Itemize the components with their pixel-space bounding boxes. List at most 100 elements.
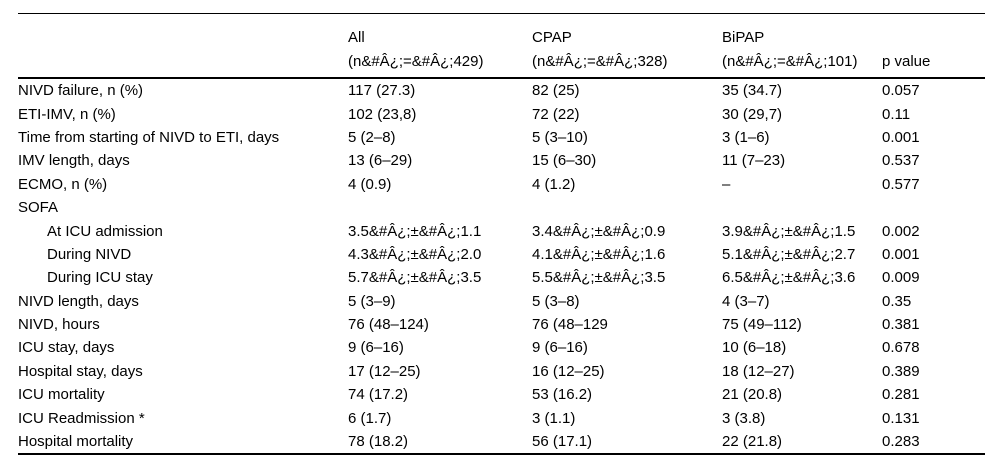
cell-p-value: 0.281	[882, 386, 920, 404]
header-empty-cell	[18, 14, 348, 47]
cell-all: 76 (48–124)	[348, 316, 429, 334]
cell-bipap: 22 (21.8)	[722, 429, 882, 456]
row-label: IMV length, days	[18, 152, 130, 170]
cell-cpap: 5.5&#Â¿;±&#Â¿;3.5	[532, 269, 666, 287]
table-row: NIVD length, days 5 (3–9) 5 (3–8) 4 (3–7…	[18, 290, 985, 313]
cell-cpap: 5 (3–10)	[532, 128, 588, 146]
cell-p-value: 0.283	[882, 429, 985, 456]
cell-all: 3.5&#Â¿;±&#Â¿;1.1	[348, 222, 482, 240]
col-header-cpap: CPAP	[532, 29, 572, 46]
cell-all: 13 (6–29)	[348, 152, 413, 170]
cell-bipap: 6.5&#Â¿;±&#Â¿;3.6	[722, 269, 856, 287]
cell-p-value: 0.537	[882, 152, 920, 170]
cell-p-value: 0.35	[882, 292, 912, 310]
cell-all: 4.3&#Â¿;±&#Â¿;2.0	[348, 245, 482, 263]
cell-bipap: 3.9&#Â¿;±&#Â¿;1.5	[722, 222, 856, 240]
table-row: Hospital mortality 78 (18.2) 56 (17.1) 2…	[18, 429, 985, 456]
row-label: At ICU admission	[47, 222, 163, 240]
cell-cpap: 82 (25)	[532, 82, 580, 100]
cell-bipap: 30 (29,7)	[722, 105, 783, 123]
row-label: SOFA	[18, 199, 59, 217]
cell-p-value: 0.381	[882, 316, 920, 334]
cell-cpap: 72 (22)	[532, 105, 580, 123]
cell-bipap: 35 (34.7)	[722, 82, 783, 100]
col-header-bipap: BiPAP	[722, 29, 765, 46]
cell-cpap: 9 (6–16)	[532, 339, 588, 357]
row-label: NIVD, hours	[18, 316, 100, 334]
cell-bipap: –	[722, 175, 731, 193]
col-subheader-all-n: (n&#Â¿;=&#Â¿;429)	[348, 46, 532, 79]
cell-p-value: 0.057	[882, 82, 920, 100]
table-body: NIVD failure, n (%) 117 (27.3) 82 (25) 3…	[18, 78, 985, 456]
cell-all: 5.7&#Â¿;±&#Â¿;3.5	[348, 269, 482, 287]
cell-bipap: 21 (20.8)	[722, 386, 783, 404]
cell-p-value: 0.678	[882, 339, 920, 357]
cell-all: 78 (18.2)	[348, 429, 532, 456]
cell-bipap: 4 (3–7)	[722, 292, 770, 310]
cell-p-value: 0.001	[882, 128, 920, 146]
cell-all	[348, 196, 532, 219]
cell-all: 117 (27.3)	[348, 82, 416, 100]
cell-bipap: 3 (3.8)	[722, 409, 766, 427]
cell-bipap: 11 (7–23)	[722, 152, 786, 170]
header-group-row: All CPAP BiPAP	[18, 14, 985, 47]
cell-all: 6 (1.7)	[348, 409, 392, 427]
cell-all: 5 (3–9)	[348, 292, 396, 310]
cell-all: 4 (0.9)	[348, 175, 392, 193]
row-label: During NIVD	[47, 245, 132, 263]
outcomes-table: All CPAP BiPAP (n&#Â¿;=&#Â¿;429) (n&#Â¿;…	[18, 13, 985, 456]
table-header: All CPAP BiPAP (n&#Â¿;=&#Â¿;429) (n&#Â¿;…	[18, 14, 985, 79]
cell-bipap: 5.1&#Â¿;±&#Â¿;2.7	[722, 245, 856, 263]
cell-bipap	[722, 196, 882, 219]
table-row: ICU stay, days 9 (6–16) 9 (6–16) 10 (6–1…	[18, 336, 985, 359]
col-header-p-value: p value	[882, 46, 985, 79]
row-label: NIVD failure, n (%)	[18, 82, 144, 100]
cell-cpap: 76 (48–129	[532, 316, 608, 334]
cell-cpap: 5 (3–8)	[532, 292, 580, 310]
table-row: NIVD, hours 76 (48–124) 76 (48–129 75 (4…	[18, 313, 985, 336]
cell-cpap: 16 (12–25)	[532, 362, 605, 380]
table-row: ECMO, n (%) 4 (0.9) 4 (1.2) – 0.577	[18, 173, 985, 196]
row-label: ICU Readmission *	[18, 409, 145, 427]
cell-cpap: 3 (1.1)	[532, 409, 576, 427]
row-label: ICU mortality	[18, 386, 105, 404]
cell-p-value: 0.002	[882, 222, 920, 240]
cell-all: 17 (12–25)	[348, 362, 421, 380]
col-subheader-cpap-n: (n&#Â¿;=&#Â¿;328)	[532, 46, 722, 79]
cell-bipap: 3 (1–6)	[722, 128, 770, 146]
row-label: ICU stay, days	[18, 339, 115, 357]
cell-all: 74 (17.2)	[348, 386, 409, 404]
header-sub-row: (n&#Â¿;=&#Â¿;429) (n&#Â¿;=&#Â¿;328) (n&#…	[18, 46, 985, 79]
table-row: At ICU admission 3.5&#Â¿;±&#Â¿;1.1 3.4&#…	[18, 219, 985, 242]
table-row: ICU mortality 74 (17.2) 53 (16.2) 21 (20…	[18, 383, 985, 406]
cell-all: 9 (6–16)	[348, 339, 404, 357]
cell-all: 5 (2–8)	[348, 128, 396, 146]
table-row: During ICU stay 5.7&#Â¿;±&#Â¿;3.5 5.5&#Â…	[18, 266, 985, 289]
table-row: Time from starting of NIVD to ETI, days …	[18, 126, 985, 149]
row-label: ETI-IMV, n (%)	[18, 105, 116, 123]
row-label: Time from starting of NIVD to ETI, days	[18, 128, 280, 146]
cell-cpap: 53 (16.2)	[532, 386, 593, 404]
cell-bipap: 75 (49–112)	[722, 316, 802, 334]
cell-p-value: 0.11	[882, 105, 911, 123]
cell-cpap	[532, 196, 722, 219]
cell-cpap: 56 (17.1)	[532, 429, 722, 456]
cell-p-value	[882, 196, 985, 219]
cell-bipap: 18 (12–27)	[722, 362, 795, 380]
table-row: Hospital stay, days 17 (12–25) 16 (12–25…	[18, 360, 985, 383]
cell-cpap: 4 (1.2)	[532, 175, 576, 193]
cell-cpap: 3.4&#Â¿;±&#Â¿;0.9	[532, 222, 666, 240]
cell-cpap: 4.1&#Â¿;±&#Â¿;1.6	[532, 245, 666, 263]
row-label: NIVD length, days	[18, 292, 139, 310]
row-label: Hospital stay, days	[18, 362, 143, 380]
cell-all: 102 (23,8)	[348, 105, 417, 123]
cell-p-value: 0.389	[882, 362, 920, 380]
cell-cpap: 15 (6–30)	[532, 152, 597, 170]
cell-p-value: 0.009	[882, 269, 920, 287]
cell-p-value: 0.131	[882, 409, 920, 427]
table-row: ETI-IMV, n (%) 102 (23,8) 72 (22) 30 (29…	[18, 102, 985, 125]
header-empty-p-cell	[882, 14, 985, 47]
row-label: During ICU stay	[47, 269, 153, 287]
table-row-section: SOFA	[18, 196, 985, 219]
